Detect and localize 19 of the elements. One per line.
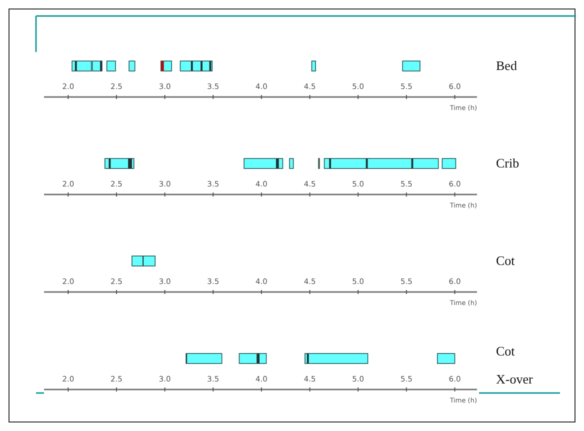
bar (442, 158, 456, 169)
bar (289, 158, 294, 169)
bar (311, 60, 316, 72)
bar (244, 158, 284, 169)
bar (304, 353, 368, 364)
bar (128, 158, 132, 168)
bar (186, 353, 222, 364)
bar (238, 353, 267, 364)
bar (128, 60, 136, 72)
y-tick-label: Bed (496, 58, 518, 73)
bar (276, 158, 279, 168)
y-tick-label: Cot X-over (496, 344, 534, 386)
bar (436, 353, 456, 364)
y-tick-label: Cot (496, 253, 516, 268)
bar (106, 60, 116, 72)
bar (402, 60, 420, 72)
bar (256, 354, 260, 364)
bar (324, 158, 439, 169)
y-tick-label: Crib (496, 156, 520, 170)
